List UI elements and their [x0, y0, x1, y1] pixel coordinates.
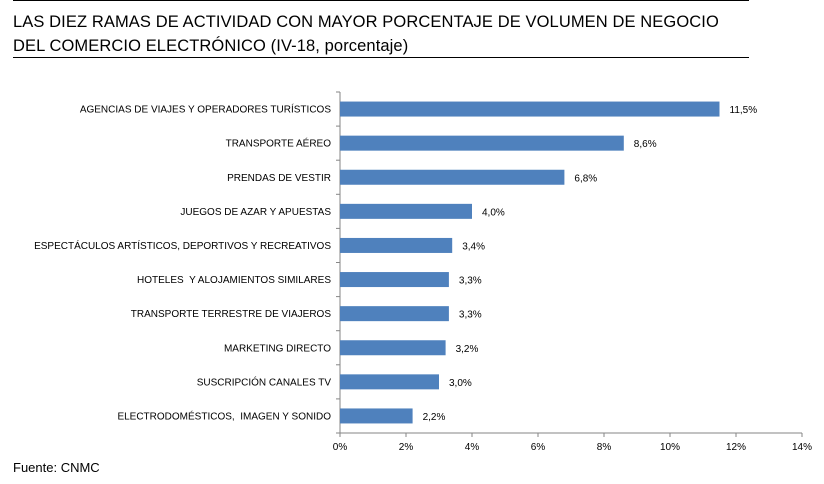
- x-tick-label: 4%: [465, 442, 480, 453]
- value-label: 8,6%: [634, 139, 657, 150]
- x-tick-label: 2%: [399, 442, 414, 453]
- bar: [340, 237, 453, 253]
- category-label: SUSCRIPCIÓN CANALES TV: [197, 375, 332, 388]
- category-label: TRANSPORTE TERRESTRE DE VIAJEROS: [131, 309, 332, 320]
- category-label: AGENCIAS DE VIAJES Y OPERADORES TURÍSTIC…: [80, 103, 332, 116]
- bar: [340, 306, 449, 322]
- x-tick-label: 6%: [531, 442, 546, 453]
- x-tick-label: 10%: [660, 442, 680, 453]
- category-label: TRANSPORTE AÉREO: [226, 137, 332, 150]
- bar: [340, 135, 624, 151]
- chart-title: LAS DIEZ RAMAS DE ACTIVIDAD CON MAYOR PO…: [13, 13, 719, 55]
- value-label: 6,8%: [574, 173, 597, 184]
- value-label: 3,4%: [462, 241, 485, 252]
- category-label: PRENDAS DE VESTIR: [227, 173, 331, 184]
- category-label: ELECTRODOMÉSTICOS, IMAGEN Y SONIDO: [117, 409, 331, 422]
- bar: [340, 169, 565, 185]
- x-tick-label: 8%: [597, 442, 612, 453]
- value-label: 2,2%: [423, 412, 446, 423]
- category-label: JUEGOS DE AZAR Y APUESTAS: [180, 207, 331, 218]
- bar: [340, 203, 472, 219]
- x-tick-label: 0%: [333, 442, 348, 453]
- category-label: HOTELES Y ALOJAMIENTOS SIMILARES: [137, 275, 331, 286]
- value-label: 11,5%: [730, 105, 758, 116]
- bar: [340, 374, 439, 390]
- bar: [340, 272, 449, 288]
- source-note: Fuente: CNMC: [13, 460, 100, 475]
- bar: [340, 340, 446, 356]
- title-frame: LAS DIEZ RAMAS DE ACTIVIDAD CON MAYOR PO…: [13, 0, 749, 58]
- bar: [340, 101, 720, 117]
- value-label: 3,2%: [456, 344, 479, 355]
- value-label: 3,3%: [459, 276, 482, 287]
- value-label: 3,0%: [449, 378, 472, 389]
- bar: [340, 408, 413, 424]
- category-label: ESPECTÁCULOS ARTÍSTICOS, DEPORTIVOS Y RE…: [34, 239, 331, 252]
- x-tick-label: 12%: [726, 442, 746, 453]
- category-label: MARKETING DIRECTO: [224, 343, 331, 354]
- value-label: 4,0%: [482, 207, 505, 218]
- value-label: 3,3%: [459, 310, 482, 321]
- x-tick-label: 14%: [792, 442, 812, 453]
